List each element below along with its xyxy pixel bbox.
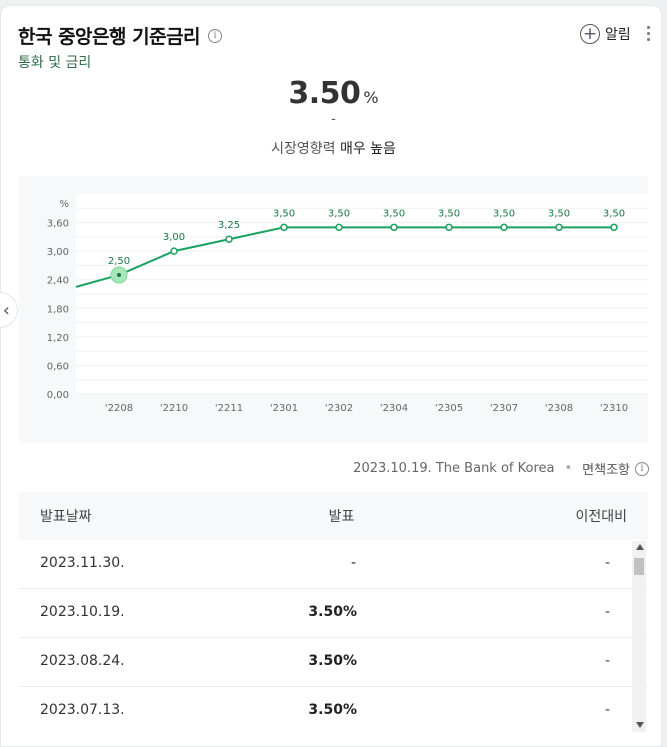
row-previous: - (604, 604, 610, 620)
scroll-up-arrow-icon[interactable] (636, 544, 644, 550)
info-icon[interactable]: i (208, 28, 223, 43)
rate-change: - (331, 112, 336, 127)
influence-level: 매우 높음 (339, 141, 396, 157)
chart-area: 0,00 0,60 1,20 1,80 2,40 3,00 3,60% 2,50 3,00 3,2… (19, 176, 648, 443)
header-date: 발표날짜 (40, 509, 92, 525)
data-label: 3,50 (603, 208, 625, 219)
table-row: 2023.10.19. 3.50% - (19, 589, 648, 638)
data-label: 3,50 (383, 208, 405, 219)
y-tick-label: 1,20 (47, 333, 69, 344)
table-header: 발표날짜 발표 이전대비 (19, 492, 648, 540)
y-unit-label: % (59, 199, 69, 210)
current-rate: 3.50% (0, 76, 667, 111)
data-label: 2,50 (108, 256, 130, 267)
x-tick-label: '2307 (490, 403, 518, 414)
more-vertical-icon[interactable] (647, 26, 651, 41)
row-date: 2023.08.24. (40, 653, 125, 669)
influence-label: 시장영향력 (271, 141, 336, 157)
y-tick-label: 3,00 (47, 247, 69, 258)
data-label: 3,00 (163, 232, 185, 243)
y-tick-label: 2,40 (47, 276, 69, 287)
info-icon[interactable]: i (635, 461, 649, 476)
row-previous: - (604, 653, 610, 669)
table-row: 2023.07.13. 3.50% - (19, 687, 648, 735)
page-title: 한국 중앙은행 기준금리 (18, 26, 201, 48)
rate-unit: % (363, 88, 379, 107)
row-date: 2023.11.30. (40, 555, 125, 571)
data-point (445, 223, 453, 232)
market-influence: 시장영향력 매우 높음 (0, 138, 667, 158)
x-tick-label: '2211 (215, 403, 243, 414)
row-announced: 3.50% (308, 604, 357, 620)
data-point (280, 223, 288, 232)
row-announced: 3.50% (308, 653, 357, 669)
alarm-button[interactable]: + 알림 (580, 24, 631, 44)
data-label: 3,50 (548, 208, 570, 219)
y-tick-label: 0,60 (47, 361, 69, 372)
rate-line-chart: 0,00 0,60 1,20 1,80 2,40 3,00 3,60% 2,50 3,00 3,2… (47, 194, 648, 414)
header-previous: 이전대비 (575, 509, 627, 525)
source-text: 2023.10.19. The Bank of Korea (353, 461, 555, 476)
data-label: 3,50 (438, 208, 460, 219)
x-tick-label: '2301 (270, 403, 298, 414)
data-label: 3,25 (218, 220, 240, 231)
data-point (610, 223, 618, 232)
row-date: 2023.10.19. (40, 604, 125, 620)
data-label: 3,50 (493, 208, 515, 219)
data-point (500, 223, 508, 232)
table-row: 2023.08.24. 3.50% - (19, 638, 648, 687)
table-scrollbar[interactable] (632, 541, 646, 732)
x-tick-label: '2208 (105, 403, 133, 414)
data-label: 3,50 (328, 208, 350, 219)
scroll-thumb[interactable] (634, 558, 644, 575)
row-announced: - (350, 555, 356, 571)
x-tick-label: '2305 (435, 403, 463, 414)
alarm-label: 알림 (605, 27, 631, 43)
table-row: 2023.11.30. - - (19, 540, 648, 589)
data-point (170, 247, 178, 255)
x-tick-label: '2302 (325, 403, 353, 414)
row-date: 2023.07.13. (40, 702, 125, 718)
plus-icon: + (580, 24, 600, 44)
category-subtitle[interactable]: 통화 및 금리 (18, 55, 92, 71)
data-point (117, 272, 121, 277)
rate-value: 3.50 (288, 76, 361, 111)
x-tick-label: '2304 (380, 403, 408, 414)
y-tick-label: 1,80 (47, 304, 69, 315)
y-tick-label: 3,60 (47, 219, 69, 230)
x-tick-label: '2210 (160, 403, 188, 414)
y-tick-label: 0,00 (47, 390, 69, 401)
disclaimer-link[interactable]: 면책조항 (582, 463, 630, 478)
data-point (225, 235, 233, 243)
data-label: 3,50 (273, 208, 295, 219)
scroll-down-arrow-icon[interactable] (636, 722, 644, 728)
data-point (555, 223, 563, 232)
data-point (335, 223, 343, 232)
header-announced: 발표 (328, 509, 355, 525)
x-tick-label: '2310 (600, 403, 628, 414)
data-point (390, 223, 398, 232)
row-previous: - (604, 702, 610, 718)
row-announced: 3.50% (308, 702, 357, 718)
title-row: 한국 중앙은행 기준금리 i (18, 22, 223, 49)
announcement-table: 발표날짜 발표 이전대비 2023.11.30. - - 2023.10.19.… (19, 492, 648, 735)
x-tick-label: '2308 (545, 403, 573, 414)
separator-dot: • (564, 461, 573, 476)
source-row: 2023.10.19. The Bank of Korea • 면책조항 i (353, 459, 649, 478)
row-previous: - (604, 555, 610, 571)
